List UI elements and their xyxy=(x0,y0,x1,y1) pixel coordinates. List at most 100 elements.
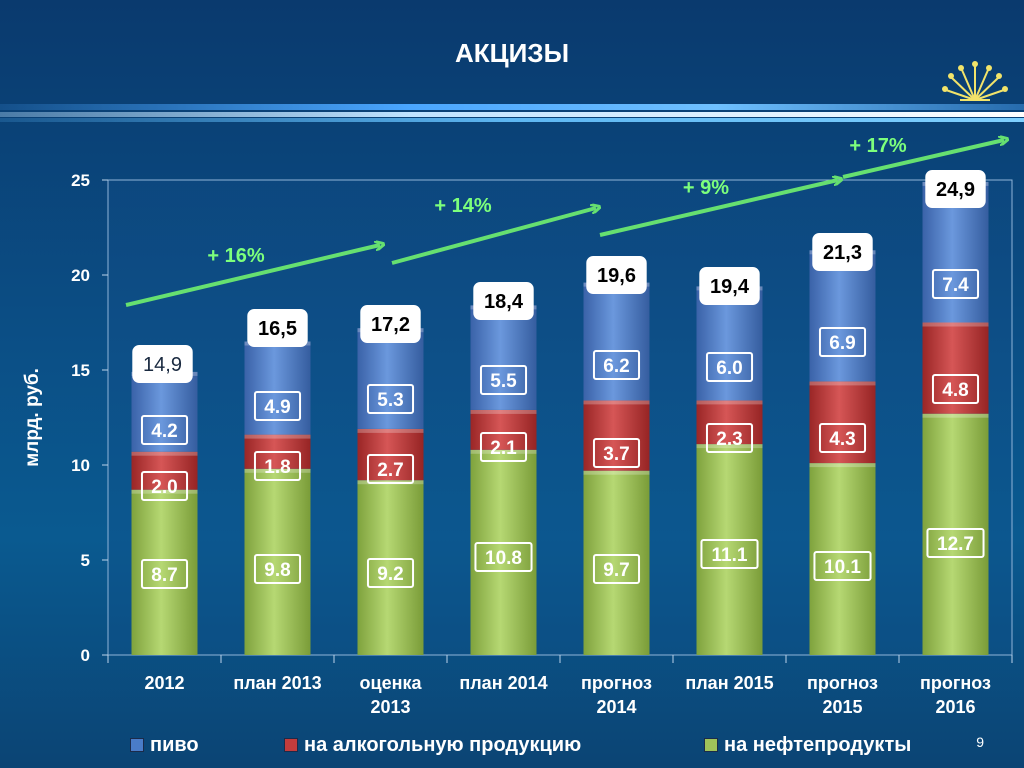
bar-alcohol-highlight xyxy=(357,428,424,433)
x-tick-label: прогноз 2016 xyxy=(920,673,991,717)
total-label-box xyxy=(473,282,534,320)
segment-label-oil: 10.8 xyxy=(485,548,522,569)
segment-label-oil: 9.8 xyxy=(264,560,290,581)
legend-item-beer: пиво xyxy=(130,732,199,758)
bar-beer xyxy=(809,250,876,382)
y-tick-label: 20 xyxy=(71,266,90,285)
y-axis-label: млрд. руб. xyxy=(22,368,43,467)
segment-label-oil-box xyxy=(700,539,759,569)
bar-oil-highlight xyxy=(583,470,650,475)
bar-oil-highlight xyxy=(470,449,537,454)
segment-label-beer: 5.5 xyxy=(490,371,517,392)
segment-label-oil-box xyxy=(366,558,415,588)
x-tick-label-line: план 2014 xyxy=(459,673,547,693)
bar-oil-highlight xyxy=(244,468,311,473)
total-label: 21,3 xyxy=(823,242,862,264)
bar-oil-highlight xyxy=(809,463,876,468)
total-label: 24,9 xyxy=(936,179,975,201)
legend-label-alcohol: на алкогольную продукцию xyxy=(304,733,582,756)
segment-label-oil-box xyxy=(140,559,189,589)
segment-label-beer: 6.0 xyxy=(716,358,742,379)
segment-label-oil: 10.1 xyxy=(824,557,861,578)
x-tick-label: прогноз 2014 xyxy=(581,673,652,717)
bar-alcohol-highlight xyxy=(809,381,876,386)
x-tick-label-line: прогноз xyxy=(920,673,991,693)
total-label: 16,5 xyxy=(258,318,297,340)
segment-label-alcohol-box xyxy=(366,454,415,484)
total-label: 18,4 xyxy=(484,291,524,313)
x-tick-label: 2012 xyxy=(144,673,184,693)
header-stripe-light xyxy=(0,112,1024,117)
segment-label-beer: 4.2 xyxy=(151,421,177,442)
segment-label-beer-box xyxy=(366,384,415,414)
segment-label-alcohol: 4.3 xyxy=(829,429,855,450)
segment-label-beer: 6.2 xyxy=(603,356,629,377)
segment-label-oil-box xyxy=(813,551,872,581)
segment-label-beer: 7.4 xyxy=(942,275,969,296)
segment-label-alcohol-box xyxy=(140,471,189,501)
segment-label-oil-box xyxy=(253,554,302,584)
bar-alcohol-highlight xyxy=(470,409,537,414)
segment-label-alcohol: 2.1 xyxy=(490,438,517,459)
total-label-box xyxy=(812,233,873,271)
growth-arrow xyxy=(599,180,838,237)
legend-label-beer: пиво xyxy=(150,733,199,756)
x-tick-label: план 2013 xyxy=(233,673,321,693)
segment-label-beer: 6.9 xyxy=(829,333,855,354)
segment-label-oil: 9.7 xyxy=(603,560,629,581)
segment-label-oil: 8.7 xyxy=(151,565,177,586)
x-tick-label-line: 2016 xyxy=(935,697,975,717)
y-tick-label: 0 xyxy=(81,646,90,665)
bar-alcohol-highlight xyxy=(244,434,311,439)
bar-oil xyxy=(470,449,537,655)
growth-arrow xyxy=(391,208,596,265)
bar-oil-highlight xyxy=(131,489,198,494)
total-label: 14,9 xyxy=(143,354,182,376)
x-tick-label: оценка 2013 xyxy=(360,673,423,717)
segment-label-alcohol-box xyxy=(931,374,980,404)
x-tick-label-line: 2014 xyxy=(596,697,636,717)
x-tick-label-line: план 2015 xyxy=(685,673,773,693)
bar-alcohol-highlight xyxy=(583,400,650,405)
legend-item-oil: на нефтепродукты xyxy=(704,732,911,758)
x-tick-label-line: 2013 xyxy=(370,697,410,717)
total-label-box xyxy=(360,305,421,343)
segment-label-beer-box xyxy=(253,391,302,421)
x-tick-label: прогноз 2015 xyxy=(807,673,878,717)
total-label-box xyxy=(132,345,193,383)
growth-arrow xyxy=(125,245,380,307)
segment-label-beer-box xyxy=(931,269,980,299)
bar-alcohol-highlight xyxy=(696,400,763,405)
bar-oil-highlight xyxy=(922,413,989,418)
bar-alcohol-highlight xyxy=(922,322,989,327)
total-label: 19,4 xyxy=(710,276,750,298)
total-label-box xyxy=(699,267,760,305)
segment-label-beer: 5.3 xyxy=(377,390,403,411)
segment-label-alcohol-box xyxy=(253,451,302,481)
bar-beer xyxy=(583,282,650,401)
segment-label-alcohol-box xyxy=(479,432,528,462)
segment-label-beer-box xyxy=(592,350,641,380)
segment-label-oil-box xyxy=(926,528,985,558)
y-tick-label: 15 xyxy=(71,361,90,380)
segment-label-beer: 4.9 xyxy=(264,397,290,418)
segment-label-oil: 9.2 xyxy=(377,564,403,585)
total-label-box xyxy=(247,309,308,347)
page-number: 9 xyxy=(976,734,984,750)
x-tick-label-line: оценка xyxy=(360,673,423,693)
segment-label-alcohol: 4.8 xyxy=(942,380,968,401)
slide-title: АКЦИЗЫ xyxy=(454,38,570,68)
segment-label-oil: 12.7 xyxy=(937,534,974,555)
segment-label-oil-box xyxy=(592,554,641,584)
y-tick-label: 10 xyxy=(71,456,90,475)
total-label: 19,6 xyxy=(597,265,636,287)
segment-label-alcohol: 3.7 xyxy=(603,444,629,465)
x-tick-label-line: прогноз xyxy=(581,673,652,693)
segment-label-beer-box xyxy=(705,352,754,382)
segment-label-alcohol: 2.0 xyxy=(151,477,177,498)
growth-label: + 16% xyxy=(207,245,264,267)
bar-oil xyxy=(696,444,763,655)
segment-label-oil-box xyxy=(474,542,533,572)
legend-swatch-oil xyxy=(704,738,718,752)
